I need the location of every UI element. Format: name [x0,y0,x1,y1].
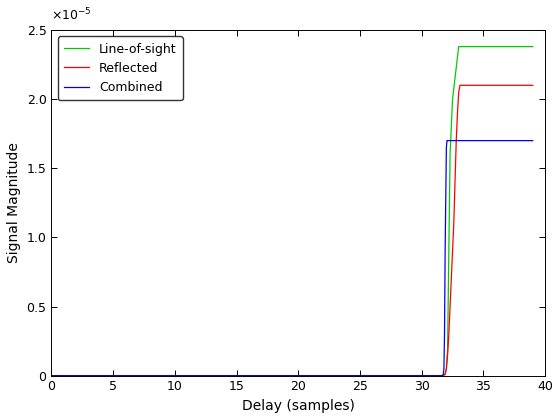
Combined [529,138,536,143]
Reflected [441,373,447,378]
Reflected [459,83,466,88]
Line: Line-of-sight: Line-of-sight [52,47,533,375]
Combined [443,145,450,150]
Reflected [438,373,445,378]
Line-of-sight [444,346,451,351]
Reflected [461,83,468,88]
X-axis label: Delay (samples): Delay (samples) [242,399,354,413]
Combined [440,372,447,377]
Reflected [529,83,536,88]
Reflected [448,276,455,281]
Combined [438,373,445,378]
Reflected [48,373,55,378]
Combined [438,373,445,378]
Line-of-sight [439,373,446,378]
Reflected [443,366,450,371]
Line-of-sight [442,372,449,377]
Line: Combined: Combined [52,141,533,375]
Combined [48,373,55,378]
Text: $\times10^{-5}$: $\times10^{-5}$ [52,6,92,23]
Line-of-sight [437,373,444,378]
Combined [445,138,452,143]
Line-of-sight [455,44,462,49]
Combined [441,332,448,337]
Combined [441,366,447,371]
Line-of-sight [449,97,456,102]
Legend: Line-of-sight, Reflected, Combined: Line-of-sight, Reflected, Combined [58,36,183,100]
Line-of-sight [437,373,444,378]
Line-of-sight [48,373,55,378]
Line-of-sight [443,366,450,371]
Reflected [447,304,454,309]
Line-of-sight [447,152,454,157]
Reflected [450,221,457,226]
Reflected [437,373,444,378]
Line-of-sight [441,373,447,378]
Line-of-sight [529,44,536,49]
Reflected [468,83,474,88]
Combined [442,249,449,254]
Line-of-sight [445,249,452,254]
Reflected [458,83,465,88]
Reflected [444,352,451,357]
Reflected [453,138,460,143]
Reflected [445,332,452,337]
Combined [444,138,451,143]
Reflected [454,110,461,116]
Reflected [449,249,456,254]
Reflected [437,373,444,378]
Y-axis label: Signal Magnitude: Signal Magnitude [7,142,21,263]
Combined [437,373,444,378]
Line: Reflected: Reflected [52,85,533,375]
Combined [439,373,446,378]
Reflected [439,373,446,378]
Combined [444,138,450,143]
Reflected [456,83,463,88]
Reflected [452,180,459,185]
Reflected [455,90,462,95]
Line-of-sight [438,373,445,378]
Combined [447,138,454,143]
Combined [437,373,444,378]
Reflected [442,372,449,377]
